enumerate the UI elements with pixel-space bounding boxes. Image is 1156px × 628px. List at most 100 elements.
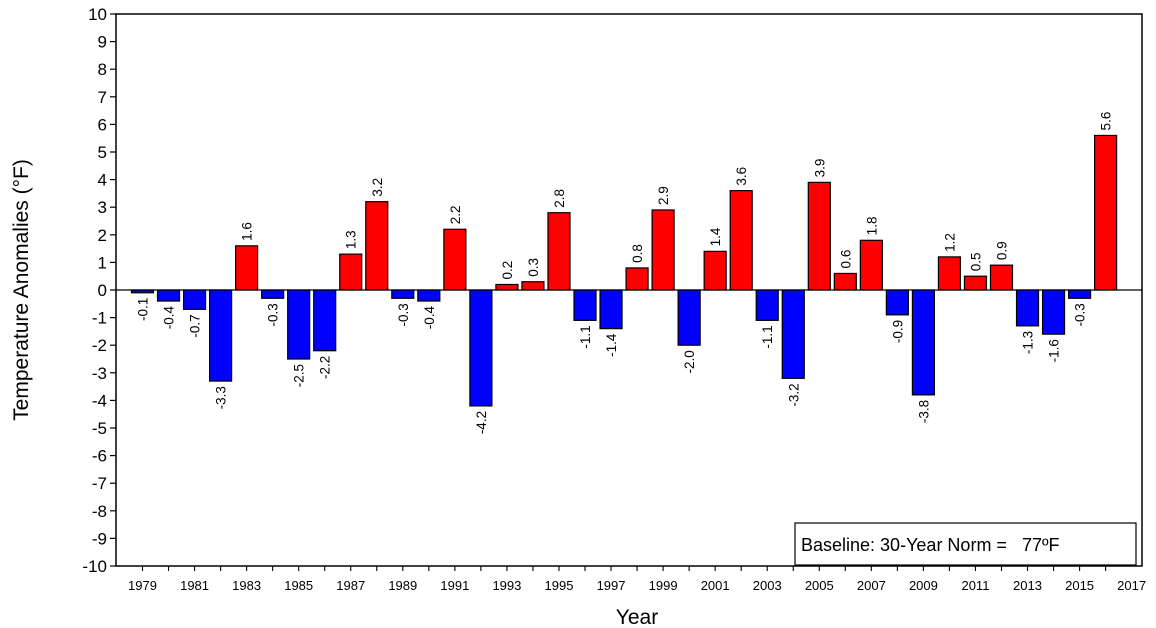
y-tick-label: -4	[92, 391, 107, 410]
bar	[1041, 289, 1066, 335]
bar	[365, 201, 389, 291]
bar-value-label: -2.2	[318, 356, 333, 379]
bar	[443, 228, 467, 291]
bar-value-label: 3.9	[812, 159, 827, 178]
bar	[208, 289, 233, 382]
x-tick-label: 1991	[440, 578, 469, 593]
x-tick-label: 1997	[597, 578, 626, 593]
bar-value-label: 1.2	[942, 233, 957, 252]
x-tick-label: 2009	[909, 578, 938, 593]
y-tick-label: -8	[92, 502, 107, 521]
bar-value-label: -2.0	[682, 350, 697, 373]
bar-value-label: 0.6	[838, 250, 853, 269]
bar	[755, 289, 779, 321]
bar	[625, 267, 649, 291]
bar-value-label: 3.6	[734, 167, 749, 186]
bar-value-label: 1.3	[344, 230, 359, 249]
x-tick-label: 2011	[961, 578, 989, 593]
bar-value-label: 0.5	[968, 252, 983, 271]
y-tick-label: -7	[92, 474, 107, 493]
x-tick-label: 2001	[701, 578, 730, 593]
x-tick-label: 1989	[388, 578, 417, 593]
bar-value-label: 3.2	[370, 178, 385, 197]
y-tick-label: -1	[92, 309, 107, 328]
x-axis-title: Year	[616, 606, 658, 628]
y-tick-label: 3	[98, 198, 107, 217]
y-tick-label: -10	[82, 557, 107, 576]
x-tick-label: 2015	[1065, 578, 1094, 593]
bar	[885, 289, 909, 316]
bar-value-label: 0.9	[994, 241, 1009, 260]
bar-value-label: -0.3	[266, 303, 281, 326]
bar-value-label: -2.5	[292, 364, 307, 387]
bar-value-label: -0.3	[396, 303, 411, 326]
bar-value-label: 0.3	[526, 258, 541, 277]
bar	[677, 289, 701, 346]
x-tick-label: 1999	[649, 578, 678, 593]
bar	[469, 289, 493, 407]
y-tick-label: -3	[92, 364, 107, 383]
bar	[261, 289, 285, 299]
x-tick-label: 1987	[336, 578, 365, 593]
bar-value-label: -1.1	[578, 325, 593, 348]
bar	[547, 212, 571, 291]
y-tick-label: -5	[92, 419, 107, 438]
x-tick-label: 2005	[805, 578, 834, 593]
y-tick-label: -2	[92, 336, 107, 355]
bar-value-label: -0.4	[422, 306, 437, 330]
x-tick-label: 2017	[1117, 578, 1146, 593]
bar-value-label: 2.9	[656, 186, 671, 205]
bar	[1015, 289, 1040, 327]
bar	[859, 239, 883, 291]
bar	[182, 289, 207, 310]
y-tick-label: 4	[98, 171, 107, 190]
y-tick-label: 7	[98, 88, 107, 107]
bar	[937, 256, 962, 291]
bar-value-label: -1.3	[1021, 331, 1036, 354]
bar-value-label: -4.2	[474, 411, 489, 434]
bar	[313, 289, 337, 352]
bar-value-label: -0.1	[136, 298, 151, 321]
bar-value-label: -0.3	[1073, 303, 1088, 326]
bar	[989, 264, 1014, 291]
bar-value-label: -3.2	[786, 383, 801, 406]
y-tick-label: 5	[98, 143, 107, 162]
x-tick-label: 1985	[284, 578, 313, 593]
x-tick-label: 1993	[492, 578, 521, 593]
bar-value-label: -1.6	[1047, 339, 1062, 362]
y-tick-label: 1	[98, 253, 107, 272]
y-tick-label: 0	[98, 281, 107, 300]
y-tick-label: 2	[98, 226, 107, 245]
bar	[235, 245, 259, 291]
y-tick-label: 8	[98, 60, 107, 79]
bar	[156, 289, 181, 302]
bar	[963, 275, 988, 291]
bar	[729, 190, 753, 291]
bar	[495, 283, 519, 291]
bar-value-label: 5.6	[1099, 112, 1114, 131]
bar	[1094, 134, 1118, 291]
y-tick-label: -9	[92, 529, 107, 548]
bar	[911, 289, 936, 396]
bar	[391, 289, 415, 299]
bar	[781, 289, 805, 379]
bar-value-label: 2.2	[448, 205, 463, 224]
bar	[521, 281, 545, 291]
x-tick-label: 2013	[1013, 578, 1042, 593]
bar-value-label: -1.4	[604, 333, 619, 357]
x-tick-label: 1995	[545, 578, 574, 593]
x-tick-label: 1981	[180, 578, 209, 593]
bar-value-label: 2.8	[552, 189, 567, 208]
x-tick-label: 1983	[232, 578, 261, 593]
y-tick-label: 9	[98, 33, 107, 52]
bar-value-label: -1.1	[760, 325, 775, 348]
y-tick-label: -6	[92, 447, 107, 466]
bar	[287, 289, 311, 360]
bar-value-label: -0.4	[162, 306, 177, 330]
bar	[573, 289, 597, 321]
bar-value-label: 0.2	[500, 261, 515, 280]
bar-value-label: 1.4	[708, 227, 723, 246]
bar-value-label: 1.6	[240, 222, 255, 241]
